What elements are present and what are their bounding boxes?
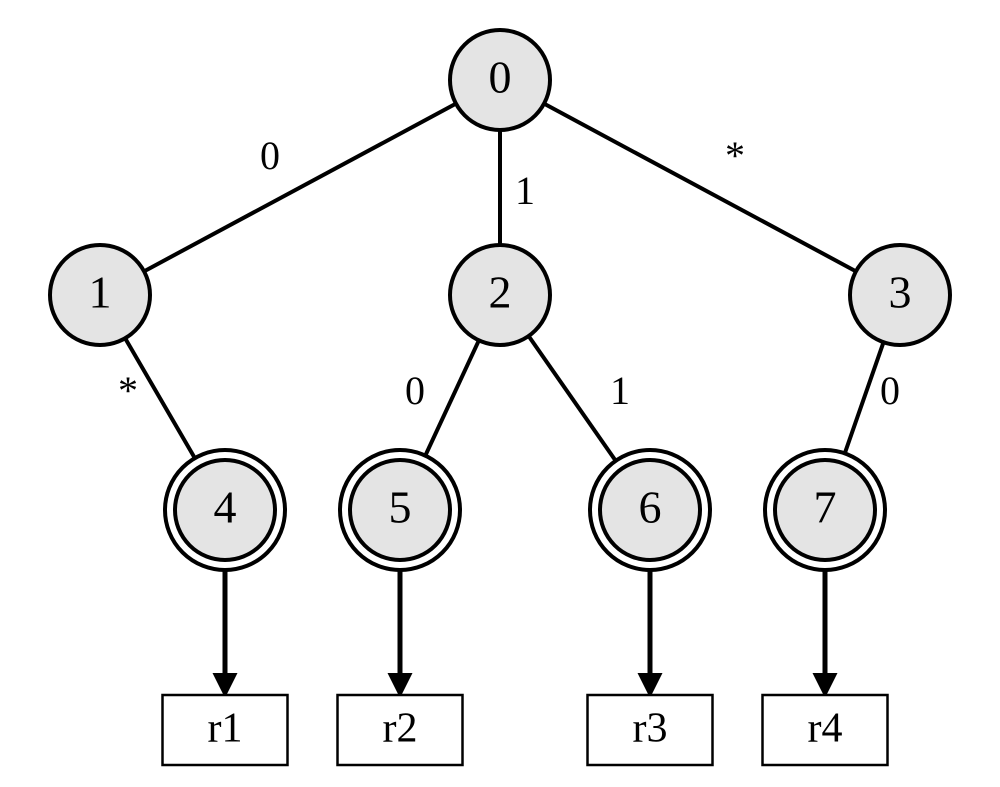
edge [144,104,456,272]
edge-label: 0 [405,368,425,413]
diagram-stage: 0 1 * * 0 1 0 0 1 2 3 4 5 6 7 r1 r2 r3 r4 [0,0,1000,787]
edge-label: 0 [260,133,280,178]
tree-node: 6 [590,450,710,570]
node-label: 5 [389,482,412,533]
node-label: 1 [89,267,112,318]
tree-diagram: 0 1 * * 0 1 0 0 1 2 3 4 5 6 7 r1 r2 r3 r4 [0,0,1000,787]
result-label: r3 [633,706,668,752]
tree-node: 7 [765,450,885,570]
edge-label: 0 [880,368,900,413]
node-label: 2 [489,267,512,318]
edge [544,104,856,272]
result-box: r2 [338,695,463,765]
node-label: 7 [814,482,837,533]
node-label: 6 [639,482,662,533]
edge-label: * [725,133,745,178]
result-box: r4 [763,695,888,765]
tree-node: 1 [50,245,150,345]
result-label: r2 [383,706,418,752]
edge-label: * [118,368,138,413]
node-label: 0 [489,52,512,103]
node-label: 3 [889,267,912,318]
edge-label: 1 [610,368,630,413]
edge [529,336,616,461]
tree-node: 5 [340,450,460,570]
result-box: r3 [588,695,713,765]
result-box: r1 [163,695,288,765]
edge [425,340,479,455]
tree-node: 3 [850,245,950,345]
tree-node: 2 [450,245,550,345]
node-label: 4 [214,482,237,533]
result-label: r1 [208,706,243,752]
edge [845,342,884,453]
result-label: r4 [808,706,843,752]
tree-node: 4 [165,450,285,570]
edge-label: 1 [515,168,535,213]
nodes-layer: 0 1 2 3 4 5 6 7 [50,30,950,570]
result-boxes-layer: r1 r2 r3 r4 [163,695,888,765]
arrows-layer [225,570,825,693]
tree-node: 0 [450,30,550,130]
